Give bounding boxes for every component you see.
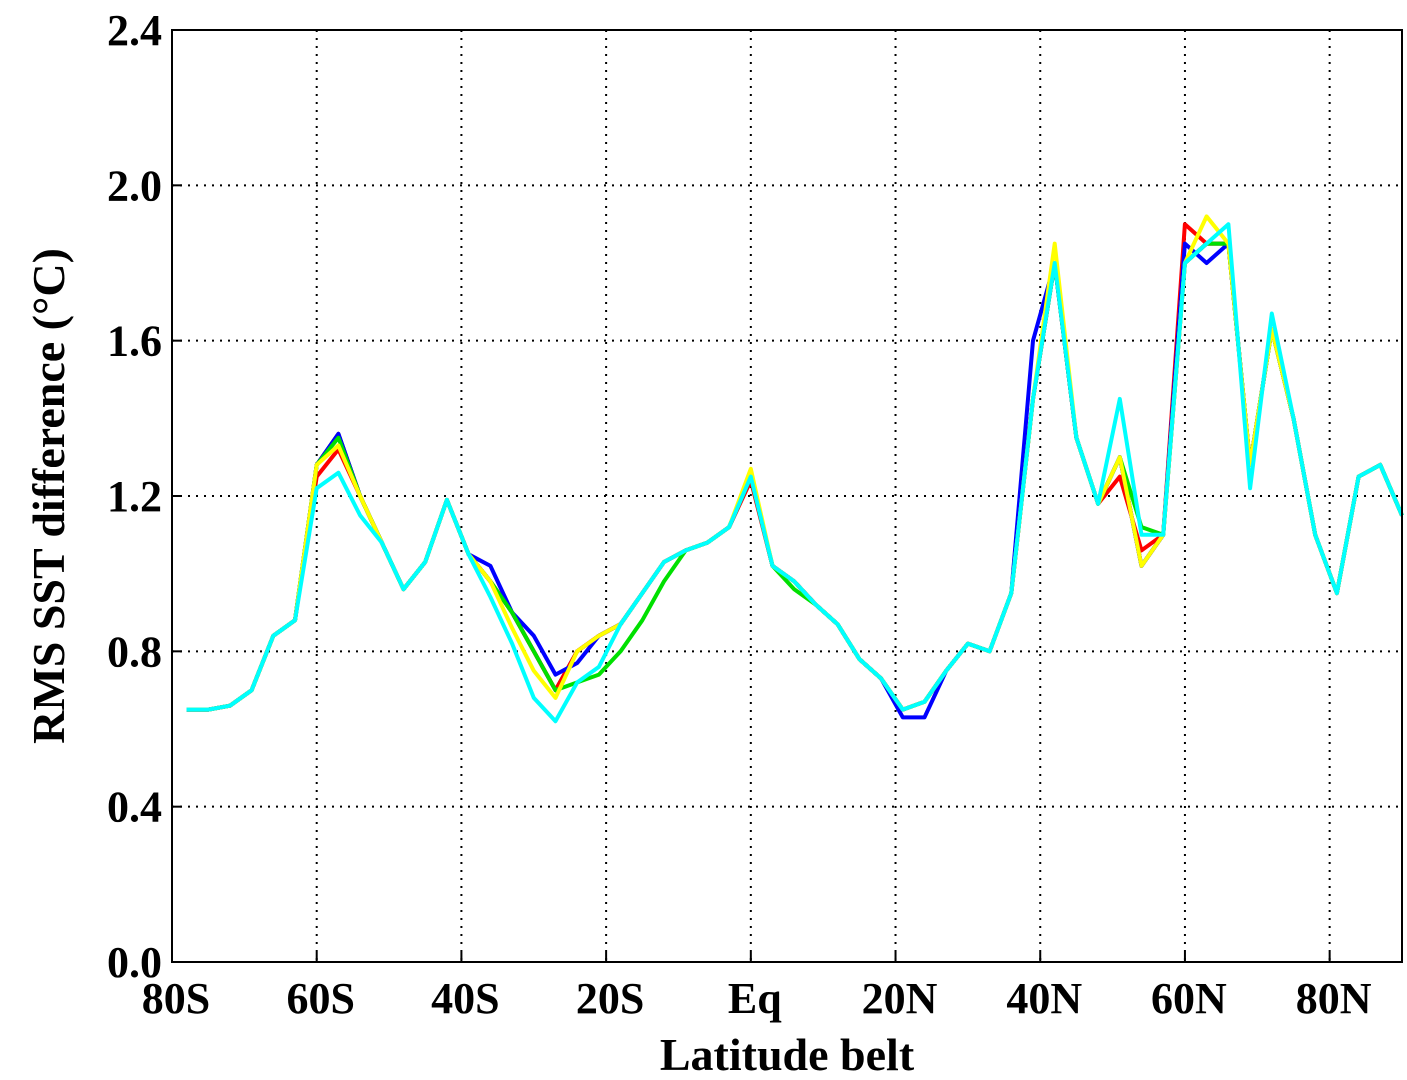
x-tick-label: 20S — [576, 974, 644, 1023]
y-tick-label: 1.6 — [107, 317, 162, 366]
data-line — [186, 222, 1404, 712]
plot-frame — [171, 29, 1403, 963]
y-tick-label: 0.8 — [107, 627, 162, 676]
x-axis-label: Latitude belt — [660, 1029, 915, 1080]
x-tick-label: 80S — [142, 974, 210, 1023]
data-line — [186, 241, 1404, 720]
x-tick-label: 40S — [431, 974, 499, 1023]
y-tick-label: 1.2 — [107, 472, 162, 521]
x-tick-label: 60S — [286, 974, 354, 1023]
data-line — [186, 241, 1404, 712]
y-tick-label: 0.0 — [107, 938, 162, 987]
y-tick-label: 0.4 — [107, 783, 162, 832]
x-tick-label: 80N — [1296, 974, 1372, 1023]
data-line — [186, 214, 1404, 712]
data-line — [186, 241, 1404, 712]
x-tick-label: 40N — [1006, 974, 1082, 1023]
y-tick-label: 2.0 — [107, 161, 162, 210]
x-tick-label: Eq — [728, 974, 782, 1023]
y-axis-label: RMS SST difference (°C) — [23, 248, 74, 744]
x-tick-label: 60N — [1151, 974, 1227, 1023]
x-tick-label: 20N — [862, 974, 938, 1023]
data-line — [186, 222, 1404, 724]
y-tick-label: 2.4 — [107, 6, 162, 55]
